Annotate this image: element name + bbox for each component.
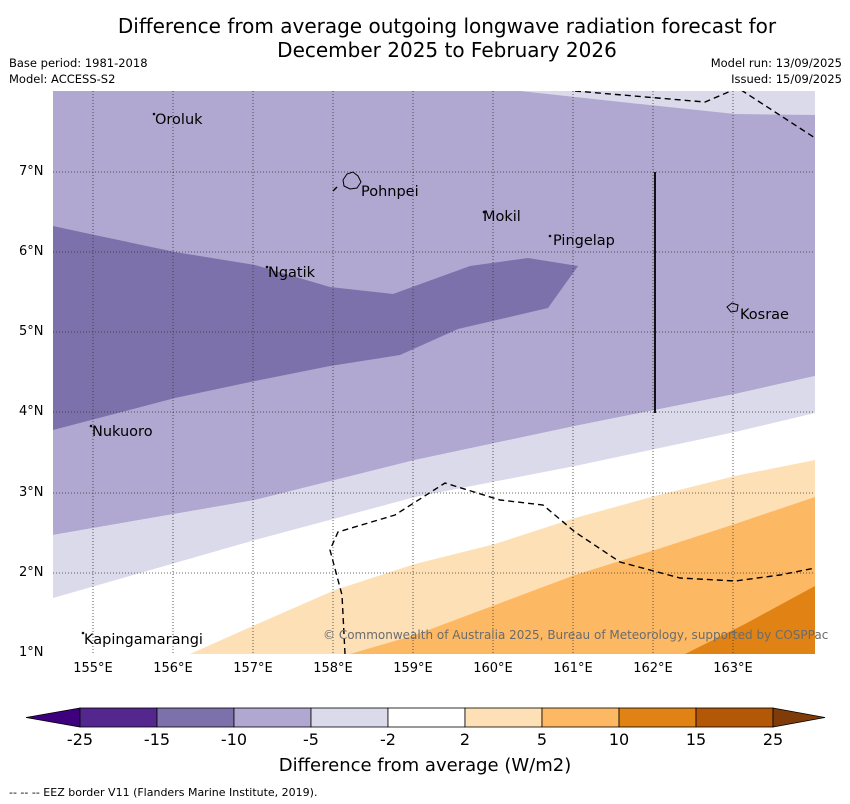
- lat-label-5: 5°N: [19, 324, 44, 339]
- colorbar-extend-low: [25, 707, 81, 728]
- colorbar-bin: [310, 707, 389, 728]
- model-name: Model: ACCESS-S2: [9, 72, 116, 86]
- nukuoro-island: [89, 424, 93, 428]
- lon-label-155: 155°E: [73, 661, 113, 676]
- lat-label-7: 7°N: [19, 164, 44, 179]
- colorbar-tick-label: 25: [762, 730, 784, 749]
- colorbar-tick-label: 5: [536, 730, 548, 749]
- colorbar-bin: [156, 707, 235, 728]
- lon-label-157: 157°E: [233, 661, 273, 676]
- colorbar-tick-label: -5: [303, 730, 319, 749]
- colorbar-tick-label: 2: [459, 730, 471, 749]
- lon-label-156: 156°E: [153, 661, 193, 676]
- eez-border: [329, 91, 815, 654]
- colorbar-tick-label: -15: [143, 730, 171, 749]
- pingelap-island: [548, 234, 552, 238]
- meta-left: Base period: 1981-2018 Model: ACCESS-S2: [9, 55, 148, 87]
- place-ngatik: Ngatik: [268, 265, 316, 281]
- island-outlines: [81, 112, 739, 635]
- pohnpei-island: [342, 171, 362, 190]
- lat-label-6: 6°N: [19, 244, 44, 259]
- base-period: Base period: 1981-2018: [9, 56, 148, 70]
- map-panel: [53, 91, 815, 654]
- place-pohnpei: Pohnpei: [361, 184, 419, 200]
- colorbar-bin: [387, 707, 466, 728]
- copyright-notice: © Commonwealth of Australia 2025, Bureau…: [323, 628, 829, 642]
- issued-date: Issued: 15/09/2025: [731, 72, 842, 86]
- title-line-2: December 2025 to February 2026: [277, 38, 617, 62]
- colorbar-bin: [79, 707, 158, 728]
- anomaly-region-neg5-neg2-north: [520, 91, 815, 115]
- place-nukuoro: Nukuoro: [92, 424, 153, 440]
- lat-label-2: 2°N: [19, 565, 44, 580]
- chart-title: Difference from average outgoing longwav…: [0, 14, 850, 62]
- grid-lines: [53, 91, 815, 654]
- title-line-1: Difference from average outgoing longwav…: [117, 14, 777, 38]
- lat-label-1: 1°N: [19, 645, 44, 660]
- lat-label-4: 4°N: [19, 404, 44, 419]
- colorbar-extend-high: [772, 707, 826, 728]
- colorbar-bin: [233, 707, 312, 728]
- lon-label-158: 158°E: [313, 661, 353, 676]
- colorbar-bin: [464, 707, 543, 728]
- colorbar-bin: [541, 707, 620, 728]
- colorbar-tick-label: -2: [380, 730, 396, 749]
- place-pingelap: Pingelap: [553, 233, 615, 249]
- anomaly-region-5-10: [350, 497, 815, 654]
- place-oroluk: Oroluk: [155, 112, 203, 128]
- lon-label-160: 160°E: [473, 661, 513, 676]
- kosrae-island: [726, 302, 739, 313]
- eez-legend-note: -- -- -- EEZ border V11 (Flanders Marine…: [9, 786, 318, 799]
- colorbar-tick-label: 15: [685, 730, 707, 749]
- ngatik-island: [265, 265, 269, 269]
- lat-label-3: 3°N: [19, 485, 44, 500]
- colorbar-bin: [695, 707, 774, 728]
- lon-label-161: 161°E: [553, 661, 593, 676]
- anomaly-region-neg15-neg10: [53, 226, 578, 430]
- kapingamarangi-island: [81, 631, 85, 635]
- anomaly-region-neg5-neg2: [53, 376, 815, 598]
- colorbar-tick-label: -25: [66, 730, 94, 749]
- colorbar-title: Difference from average (W/m2): [278, 755, 572, 776]
- place-kapingamarangi: Kapingamarangi: [84, 632, 203, 648]
- colorbar-bin: [618, 707, 697, 728]
- mokil-island: [482, 210, 486, 214]
- colorbar-tick-label: 10: [608, 730, 630, 749]
- model-run: Model run: 13/09/2025: [710, 56, 842, 70]
- lon-label-163: 163°E: [713, 661, 753, 676]
- lon-label-162: 162°E: [633, 661, 673, 676]
- lon-label-159: 159°E: [393, 661, 433, 676]
- meta-right: Model run: 13/09/2025 Issued: 15/09/2025: [711, 55, 842, 87]
- colorbar-tick-label: -10: [220, 730, 248, 749]
- anomaly-region-10-15: [685, 586, 815, 654]
- colorbar: [25, 707, 826, 728]
- place-mokil: Mokil: [483, 209, 521, 225]
- place-kosrae: Kosrae: [740, 307, 789, 323]
- oroluk-island: [152, 112, 156, 116]
